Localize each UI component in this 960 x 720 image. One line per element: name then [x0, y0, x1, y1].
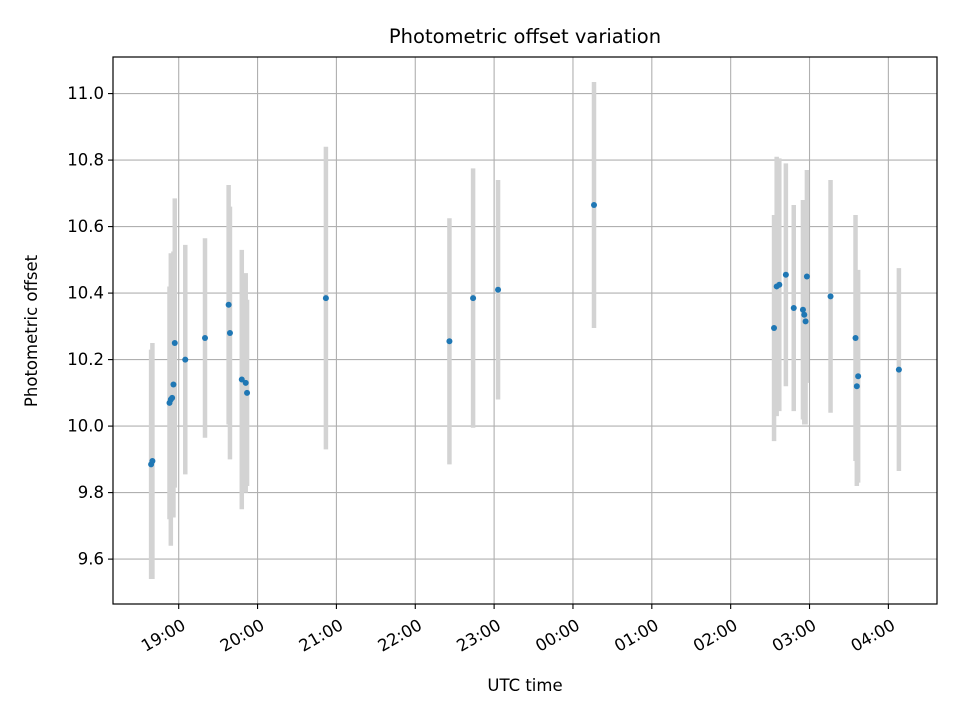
errorbar-layer [148, 81, 902, 580]
x-tick-label: 22:00 [375, 615, 426, 655]
x-tick-label: 03:00 [769, 615, 820, 655]
y-tick-label: 10.2 [67, 350, 104, 369]
data-point [853, 383, 860, 390]
x-tick-label: 20:00 [217, 615, 268, 655]
point-layer [148, 201, 902, 468]
data-point [827, 293, 834, 300]
data-point [802, 318, 809, 325]
x-tick-label: 02:00 [690, 615, 741, 655]
data-point [590, 201, 597, 208]
y-tick-label: 10.4 [67, 284, 104, 303]
data-point [322, 295, 329, 302]
data-point [495, 286, 502, 293]
data-point [470, 295, 477, 302]
y-tick-label: 10.0 [67, 417, 104, 436]
y-tick-label: 10.8 [67, 151, 104, 170]
data-point [771, 325, 778, 332]
y-tick-label: 9.8 [78, 483, 104, 502]
y-tick-label: 9.6 [78, 550, 104, 569]
y-tick-label: 10.6 [67, 217, 104, 236]
data-point [855, 373, 862, 380]
data-point [201, 334, 208, 341]
data-point [803, 273, 810, 280]
grid-layer [113, 57, 937, 604]
data-point [149, 458, 156, 465]
data-point [226, 329, 233, 336]
y-axis: 9.6 9.8 10.0 10.2 10.4 10.6 10.8 11.0 [67, 84, 113, 569]
x-tick-label: 00:00 [532, 615, 583, 655]
x-tick-label: 19:00 [138, 615, 189, 655]
data-point [801, 311, 808, 318]
x-axis: 19:00 20:00 21:00 22:00 23:00 00:00 01:00 02:00… [138, 604, 898, 656]
x-tick-label: 04:00 [848, 615, 899, 655]
x-axis-label: UTC time [487, 676, 562, 695]
x-tick-label: 01:00 [611, 615, 662, 655]
x-tick-label: 23:00 [453, 615, 504, 655]
data-point [782, 271, 789, 278]
data-point [171, 339, 178, 346]
chart-title: Photometric offset variation [389, 25, 661, 48]
data-point [790, 305, 797, 312]
data-point [225, 301, 232, 308]
data-point [799, 306, 806, 313]
plot-frame [112, 56, 938, 605]
x-tick-label: 21:00 [296, 615, 347, 655]
y-tick-label: 11.0 [67, 84, 104, 103]
data-point [244, 389, 251, 396]
data-point [446, 338, 453, 345]
data-point [242, 379, 249, 386]
data-point [170, 381, 177, 388]
data-point [238, 376, 245, 383]
data-point [895, 366, 902, 373]
data-point [182, 356, 189, 363]
y-axis-label: Photometric offset [22, 254, 41, 407]
data-point [169, 394, 176, 401]
data-point [776, 281, 783, 288]
data-point [852, 334, 859, 341]
